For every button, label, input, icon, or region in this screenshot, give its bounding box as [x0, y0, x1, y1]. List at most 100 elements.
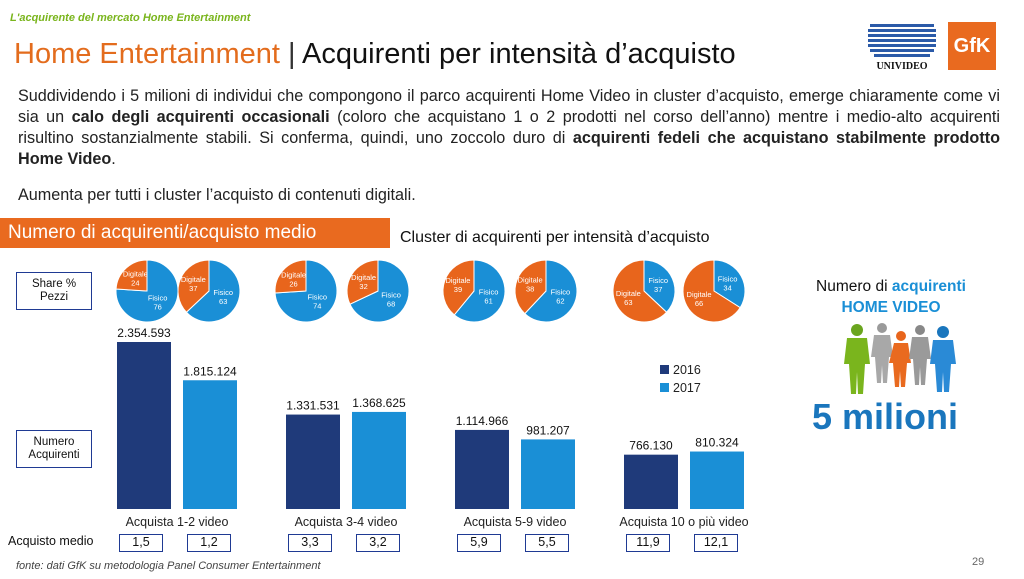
cluster-title: Cluster di acquirenti per intensità d’ac… — [400, 229, 710, 246]
pie-label-digitale: Digitale — [518, 276, 543, 285]
pie-value-fisico: 63 — [219, 297, 227, 306]
title-separator: | — [279, 38, 303, 70]
pie-slice-digitale — [514, 259, 547, 315]
numero-acquirenti-label: Numero Acquirenti — [16, 430, 92, 468]
intro-text-c: (coloro che acquistano 1 o 2 prodotti ne… — [18, 108, 1001, 147]
pie-label-fisico: Fisico — [148, 293, 168, 302]
pie-label-digitale: Digitale — [445, 276, 470, 285]
pie-slice-fisico — [185, 259, 241, 323]
bar-value-label: 2.354.593 — [117, 326, 171, 340]
people-illustration — [835, 322, 965, 399]
five-million-figure: 5 milioni — [812, 396, 959, 437]
title-part1: Home Entertainment — [14, 38, 280, 70]
section-tab: Numero di acquirenti/acquisto medio — [0, 218, 390, 248]
acquisto-medio-value: 3,3 — [288, 534, 332, 552]
bar-value-label: 810.324 — [695, 436, 739, 450]
pie-value-digitale: 66 — [695, 299, 703, 308]
page-number: 29 — [972, 556, 985, 568]
person-icon-grey2 — [909, 325, 931, 385]
pie-label-fisico: Fisico — [213, 288, 233, 297]
right-panel-line2: HOME VIDEO — [841, 299, 941, 316]
bar-2017-0 — [183, 380, 237, 509]
pie-value-fisico: 76 — [153, 302, 161, 311]
intro-paragraph-2: Aumenta per tutti i cluster l’acquisto d… — [18, 186, 416, 204]
univideo-logo-text: UNIVIDEO — [876, 61, 927, 72]
kicker-text: L'acquirente del mercato Home Entertainm… — [10, 12, 251, 24]
gfk-logo: GfK — [948, 22, 996, 70]
acquisto-medio-label: Acquisto medio — [8, 534, 94, 548]
pie-label-fisico: Fisico — [479, 287, 499, 296]
acquisto-medio-value: 1,5 — [119, 534, 163, 552]
pie-slice-fisico — [643, 259, 676, 313]
bar-2017-2 — [521, 439, 575, 509]
acquisto-medio-value: 5,9 — [457, 534, 501, 552]
bar-2016-0 — [117, 342, 171, 509]
pie-label-digitale: Digitale — [616, 289, 641, 298]
person-icon-orange — [889, 331, 911, 387]
pie-value-fisico: 37 — [654, 285, 662, 294]
pie-label-fisico: Fisico — [648, 276, 668, 285]
person-icon-grey1 — [871, 323, 893, 383]
bar-value-label: 766.130 — [629, 439, 673, 453]
pie-label-digitale: Digitale — [281, 270, 306, 279]
pie-label-digitale: Digitale — [123, 270, 148, 279]
bar-value-label: 1.331.531 — [286, 399, 340, 413]
pie-value-digitale: 24 — [131, 279, 139, 288]
pie-label-digitale: Digitale — [351, 273, 376, 282]
pie-label-fisico: Fisico — [381, 290, 401, 299]
intro-text-a: Suddividendo i 5 milioni di individui ch… — [18, 87, 1000, 126]
pie-value-digitale: 26 — [289, 279, 297, 288]
bar-value-label: 1.114.966 — [456, 414, 509, 428]
acquisto-medio-value: 11,9 — [626, 534, 670, 552]
right-panel-line1a: Numero di — [816, 278, 892, 295]
title-part2: Acquirenti per intensità d’acquisto — [302, 38, 736, 70]
pie-label-digitale: Digitale — [687, 290, 712, 299]
pie-value-digitale: 32 — [359, 282, 367, 291]
acquisto-medio-value: 1,2 — [187, 534, 231, 552]
bar-2016-3 — [624, 454, 678, 509]
bar-value-label: 981.207 — [526, 423, 570, 437]
pie-value-fisico: 34 — [723, 284, 731, 293]
acquisto-medio-value: 3,2 — [356, 534, 400, 552]
bar-2017-3 — [690, 451, 744, 509]
pie-label-digitale: Digitale — [181, 275, 206, 284]
pie-slice-digitale — [115, 259, 148, 292]
bar-2016-2 — [455, 429, 509, 509]
legend-label-2016: 2016 — [673, 363, 701, 377]
pie-value-digitale: 39 — [454, 285, 462, 294]
legend-swatch-2017 — [660, 383, 669, 392]
pie-slice-digitale — [612, 259, 668, 323]
pie-slice-digitale — [442, 259, 475, 316]
bar-2016-1 — [286, 414, 340, 509]
pie-slice-digitale — [682, 259, 741, 323]
pie-value-fisico: 68 — [387, 299, 395, 308]
pie-slice-fisico — [524, 259, 578, 323]
univideo-logo: UNIVIDEO — [866, 22, 938, 72]
intro-text-bold-2: acquirenti fedeli che acquistano stabilm… — [18, 129, 1000, 168]
acquisto-medio-value: 12,1 — [694, 534, 738, 552]
intro-text-e: . — [111, 150, 116, 168]
pie-value-digitale: 63 — [624, 298, 632, 307]
pie-label-fisico: Fisico — [551, 288, 571, 297]
bar-value-label: 1.368.625 — [352, 396, 406, 410]
category-label: Acquista 3-4 video — [295, 515, 398, 529]
pie-slice-fisico — [349, 259, 410, 323]
bar-value-label: 1.815.124 — [183, 364, 237, 378]
category-label: Acquista 10 o più video — [619, 515, 748, 529]
pie-label-fisico: Fisico — [718, 275, 738, 284]
pie-slice-digitale — [274, 259, 307, 294]
bar-chart: 2.354.593 1.815.124 Acquista 1-2 video 1.33… — [115, 259, 749, 529]
page-title: Home Entertainment | Acquirenti per inte… — [14, 38, 736, 71]
legend-swatch-2016 — [660, 365, 669, 374]
pie-label-fisico: Fisico — [308, 293, 328, 302]
share-pezzi-label: Share % Pezzi — [16, 272, 92, 310]
category-label: Acquista 5-9 video — [464, 515, 567, 529]
right-panel-title: Numero di acquirenti HOME VIDEO — [800, 276, 982, 318]
person-icon-blue — [930, 326, 956, 392]
pie-value-fisico: 61 — [484, 296, 492, 305]
person-icon-green — [844, 324, 870, 394]
bar-2017-1 — [352, 411, 406, 509]
pie-value-fisico: 74 — [313, 302, 321, 311]
pie-slice-digitale — [346, 259, 379, 305]
intro-paragraph: Suddividendo i 5 milioni di individui ch… — [18, 86, 1000, 170]
